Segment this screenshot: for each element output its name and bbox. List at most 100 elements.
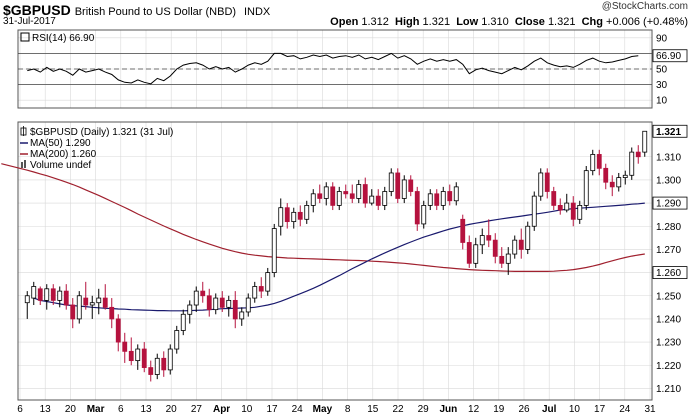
rsi-reference-lines bbox=[18, 53, 652, 85]
candle-body bbox=[70, 304, 76, 320]
candle-down bbox=[544, 168, 550, 199]
candle-body bbox=[466, 242, 472, 264]
candle-body bbox=[252, 286, 258, 299]
candle-body bbox=[622, 174, 628, 179]
candle-up bbox=[336, 186, 342, 211]
candle-body bbox=[577, 204, 583, 220]
candle-up bbox=[440, 186, 446, 211]
candle-body bbox=[642, 130, 648, 153]
candle-body bbox=[323, 186, 329, 199]
candle-up bbox=[245, 293, 251, 317]
candle-body bbox=[310, 193, 316, 206]
candle-body bbox=[148, 367, 154, 375]
candle-up bbox=[577, 200, 583, 224]
x-tick-label: 6 bbox=[118, 404, 124, 415]
high-value: 1.321 bbox=[422, 16, 451, 28]
candle-body bbox=[245, 297, 251, 313]
candle-body bbox=[187, 304, 193, 315]
candle-up bbox=[135, 344, 141, 370]
candle-body bbox=[408, 179, 414, 192]
rsi-tick-label: 30 bbox=[656, 80, 668, 91]
rsi-tag-box bbox=[652, 49, 688, 63]
symbol-index: INDX bbox=[243, 6, 271, 18]
candle-down bbox=[258, 277, 264, 299]
candle-up bbox=[356, 179, 362, 204]
change-value: +0.006 (+0.48%) bbox=[606, 16, 688, 28]
candle-body bbox=[564, 202, 570, 211]
candle-body bbox=[24, 295, 30, 304]
candle-down bbox=[219, 291, 225, 312]
candle-down bbox=[109, 298, 115, 329]
candle-body bbox=[284, 207, 290, 223]
x-tick-label: Mar bbox=[87, 404, 105, 415]
x-tick-label: 13 bbox=[40, 404, 52, 415]
candle-body bbox=[486, 235, 492, 241]
candle-body bbox=[128, 350, 134, 362]
candle-body bbox=[499, 255, 505, 264]
candle-body bbox=[239, 311, 245, 320]
candle-up bbox=[213, 293, 219, 315]
candle-up bbox=[427, 189, 433, 211]
candle-body bbox=[278, 207, 284, 227]
candle-body bbox=[427, 193, 433, 206]
x-axis-ticks: 6 13 20 Mar 6 13 20 27 Apr 10 17 24 May 8 15 22 29 Jun 12 1… bbox=[17, 404, 656, 415]
candle-down bbox=[37, 286, 43, 306]
candle-body bbox=[590, 154, 596, 172]
candle-up bbox=[538, 168, 544, 201]
x-tick-label: 13 bbox=[140, 404, 152, 415]
rsi-current-tag: 66.90 bbox=[652, 49, 688, 63]
candle-up bbox=[369, 189, 375, 206]
candle-up bbox=[505, 247, 511, 275]
candle-up bbox=[642, 130, 648, 157]
x-tick-label: 10 bbox=[569, 404, 581, 415]
candle-body bbox=[551, 191, 557, 206]
candle-down bbox=[408, 175, 414, 197]
candle-up bbox=[239, 307, 245, 326]
candle-body bbox=[414, 191, 420, 225]
candle-down bbox=[317, 184, 323, 204]
legend-item: MA(50) 1.290 bbox=[20, 138, 91, 149]
watermark: @StockCharts.com bbox=[601, 1, 688, 12]
x-tick-label: 20 bbox=[65, 404, 77, 415]
candle-body bbox=[453, 186, 459, 202]
x-tick-label: Jul bbox=[542, 404, 557, 415]
candle-body bbox=[382, 191, 388, 206]
candle-down bbox=[375, 189, 381, 211]
candle-up bbox=[323, 182, 329, 206]
x-tick-label: 29 bbox=[418, 404, 430, 415]
open-value: 1.312 bbox=[361, 16, 389, 28]
candle-up bbox=[180, 309, 186, 336]
candle-up bbox=[44, 284, 50, 310]
candle-up bbox=[291, 207, 297, 229]
candle-down bbox=[499, 247, 505, 268]
x-tick-label: 12 bbox=[468, 404, 480, 415]
ma200-line bbox=[1, 163, 645, 272]
candle-up bbox=[564, 193, 570, 213]
legend-item: $GBPUSD (Daily) 1.321 (31 Jul) bbox=[20, 126, 173, 138]
candle-up bbox=[252, 281, 258, 303]
legend-label: MA(50) 1.290 bbox=[30, 138, 91, 149]
candle-up bbox=[382, 186, 388, 211]
candle-down bbox=[349, 184, 355, 204]
rsi-legend: RSI(14) 66.90 bbox=[20, 32, 95, 44]
candle-body bbox=[518, 239, 524, 250]
candle-down bbox=[206, 288, 212, 317]
candle-down bbox=[518, 228, 524, 259]
price-tag-box bbox=[652, 124, 688, 138]
candle-body bbox=[603, 167, 609, 183]
legend-item: MA(200) 1.260 bbox=[20, 149, 97, 160]
price-axis-ticks: 1.310 1.300 1.280 1.270 1.250 1.240 1.230 1.220… bbox=[656, 152, 681, 395]
candle-up bbox=[479, 228, 485, 255]
x-tick-label: 10 bbox=[241, 404, 253, 415]
x-tick-label: 20 bbox=[166, 404, 178, 415]
candle-down bbox=[63, 284, 69, 310]
candle-body bbox=[83, 297, 89, 306]
symbol-title: $GBPUSD British Pound to US Dollar (NBD) … bbox=[3, 2, 270, 18]
candle-up bbox=[531, 191, 537, 231]
candle-body bbox=[76, 295, 82, 320]
low-label: Low bbox=[456, 16, 479, 28]
candle-up bbox=[310, 189, 316, 213]
legend-label: Volume undef bbox=[30, 160, 91, 171]
candle-down bbox=[330, 182, 336, 211]
